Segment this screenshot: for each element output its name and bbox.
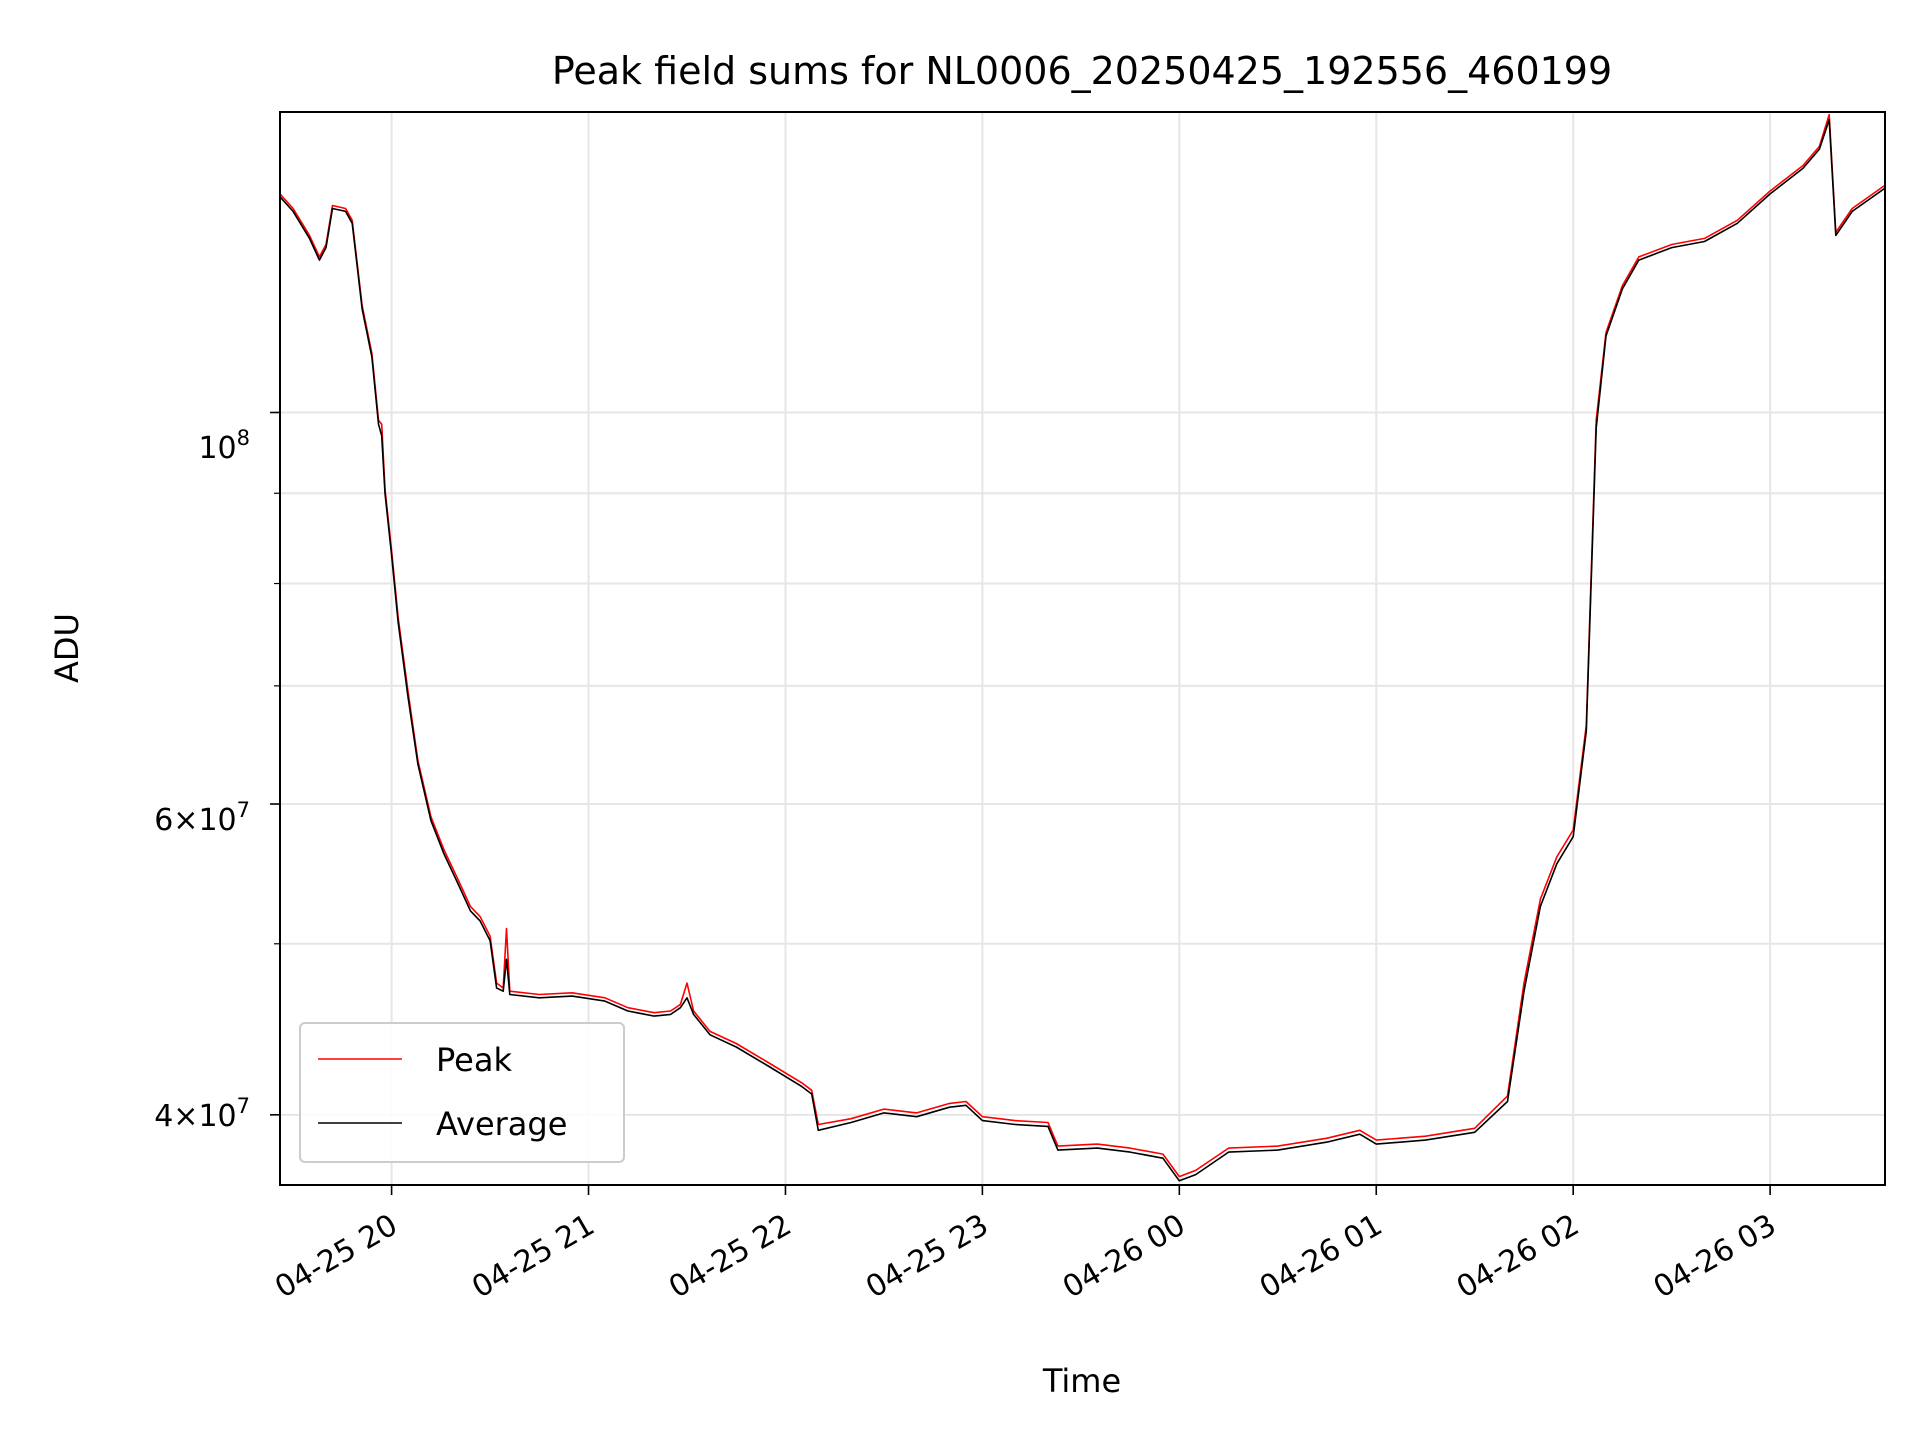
- y-tick-label-1e8: 108: [198, 426, 250, 466]
- legend-label-average: Average: [436, 1105, 567, 1143]
- x-axis-label: Time: [1042, 1362, 1121, 1400]
- legend: Peak Average: [299, 1022, 625, 1163]
- series-line-average: [280, 119, 1885, 1182]
- grid: [280, 112, 1885, 1185]
- plot-frame: [279, 111, 1886, 1186]
- y-tick-label-6e7: 6×107: [154, 798, 250, 838]
- series-layer: [280, 113, 1885, 1182]
- y-axis-label: ADU: [48, 613, 86, 683]
- y-tick-label-4e7: 4×107: [154, 1094, 250, 1134]
- y-axis: 108 6×107 4×107: [154, 411, 280, 1134]
- chart-title: Peak field sums for NL0006_20250425_1925…: [552, 49, 1612, 93]
- legend-label-peak: Peak: [436, 1041, 512, 1079]
- legend-box: [299, 1022, 625, 1163]
